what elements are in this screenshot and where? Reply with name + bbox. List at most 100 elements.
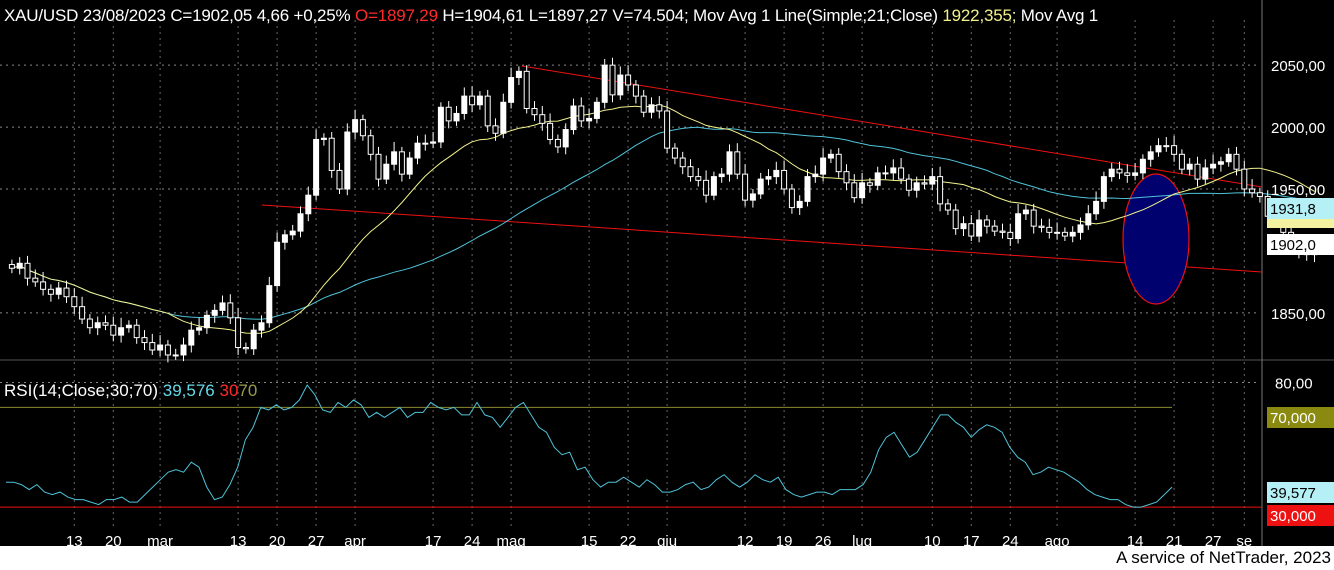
- candle: [968, 215, 975, 242]
- time-tick-label: 15: [581, 533, 598, 546]
- candle: [336, 162, 343, 194]
- candle: [1178, 149, 1185, 175]
- candle: [125, 320, 132, 333]
- time-tick-label: mar: [147, 533, 173, 546]
- candle: [531, 101, 538, 121]
- candle: [859, 172, 866, 204]
- candle: [164, 340, 171, 363]
- time-tick-label: ago: [1045, 533, 1070, 546]
- candle: [55, 281, 62, 300]
- time-tick-label: 13: [230, 533, 247, 546]
- time-tick-label: 20: [105, 533, 122, 546]
- candle: [219, 295, 226, 316]
- candle: [703, 170, 710, 203]
- candle: [102, 315, 109, 331]
- candle: [1256, 187, 1263, 203]
- time-tick-label: apr: [344, 533, 366, 546]
- candle: [289, 224, 296, 240]
- candle: [24, 255, 31, 286]
- candle: [937, 166, 944, 212]
- candle: [796, 195, 803, 216]
- time-tick-label: 14: [1127, 533, 1144, 546]
- time-tick-label: 19: [776, 533, 793, 546]
- candle: [788, 184, 795, 214]
- candle: [63, 280, 70, 303]
- candle: [383, 155, 390, 185]
- candle: [367, 129, 374, 161]
- candle: [539, 106, 546, 131]
- time-tick-label: 17: [963, 533, 980, 546]
- candle: [1217, 156, 1224, 172]
- candle: [86, 314, 93, 334]
- price-tag: 30,000: [1267, 505, 1334, 526]
- candle: [40, 271, 47, 296]
- candle: [929, 167, 936, 191]
- candle: [1108, 162, 1115, 182]
- candle: [523, 65, 530, 114]
- candle: [960, 216, 967, 237]
- candle: [718, 167, 725, 183]
- ma1-label: Mov Avg 1 Line(Simple;21;Close): [693, 6, 938, 25]
- svg-text:39,577: 39,577: [1270, 485, 1316, 502]
- time-tick-label: 13: [66, 533, 83, 546]
- candle: [742, 164, 749, 207]
- time-tick-label: 21: [1166, 533, 1183, 546]
- candle: [149, 333, 156, 355]
- svg-text:1931,8: 1931,8: [1270, 201, 1316, 218]
- candle: [734, 143, 741, 180]
- candle: [1100, 171, 1107, 209]
- candle: [1132, 162, 1139, 181]
- candle: [921, 175, 928, 189]
- candle: [991, 219, 998, 237]
- candle: [157, 335, 164, 357]
- candle: [1046, 218, 1053, 239]
- candle: [898, 158, 905, 185]
- time-tick-label: giu: [657, 533, 677, 546]
- candle: [1069, 226, 1076, 243]
- candle: [172, 348, 179, 360]
- candle: [469, 86, 476, 113]
- candle: [547, 113, 554, 145]
- candle: [632, 80, 639, 104]
- candle: [313, 129, 320, 201]
- candle: [952, 203, 959, 235]
- date: 23/08/2023: [82, 6, 166, 25]
- ma-tag: [1267, 219, 1334, 228]
- ma-line-long: [11, 126, 1315, 320]
- candle: [1077, 217, 1084, 240]
- candle: [1241, 160, 1248, 197]
- candle: [1171, 135, 1178, 162]
- svg-text:70,000: 70,000: [1270, 410, 1316, 427]
- candle: [999, 223, 1006, 239]
- time-tick-label: 26: [815, 533, 832, 546]
- chart-header: XAU/USD 23/08/2023 C=1902,05 4,66 +0,25%…: [4, 6, 1098, 26]
- candle: [1155, 138, 1162, 157]
- lower-trendline: [261, 204, 1263, 273]
- candle: [827, 149, 834, 163]
- candle: [406, 151, 413, 180]
- time-tick-label: 24: [464, 533, 481, 546]
- candle: [320, 133, 327, 146]
- candle: [476, 91, 483, 110]
- candle: [250, 323, 257, 355]
- candle: [726, 144, 733, 182]
- time-tick-label: lug: [852, 533, 872, 546]
- highlight-ellipse: [1122, 173, 1190, 305]
- candle: [16, 257, 23, 275]
- candle: [1007, 223, 1014, 246]
- time-tick-label: 12: [737, 533, 754, 546]
- rsi-value: 39,576: [162, 381, 215, 400]
- candle: [1054, 222, 1061, 240]
- rsi-low-level: 30: [219, 381, 239, 400]
- chart-canvas: 2050,00 2000,00 1950,00 1850,00 80,00 1931,8 1…: [0, 0, 1334, 546]
- candle: [422, 134, 429, 151]
- candle: [1022, 205, 1029, 220]
- candle: [562, 123, 569, 155]
- candle: [586, 108, 593, 129]
- candle: [1186, 158, 1193, 176]
- candle: [804, 169, 811, 207]
- candle: [188, 321, 195, 353]
- ma1-value: 1922,355;: [942, 6, 1017, 25]
- candle: [679, 151, 686, 175]
- candle: [749, 189, 756, 208]
